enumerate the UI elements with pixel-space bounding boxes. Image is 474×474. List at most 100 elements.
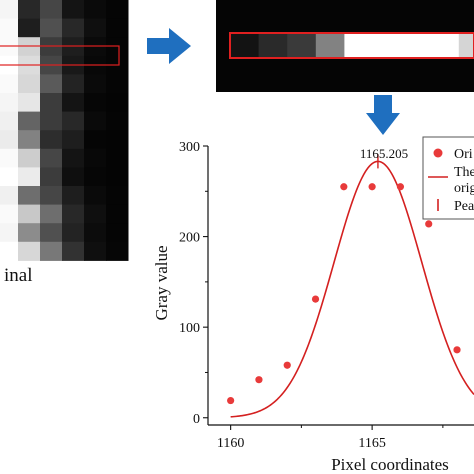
strip-pixel	[230, 33, 260, 58]
original-pixel	[84, 223, 107, 243]
fitted-curve	[230, 160, 474, 418]
data-point	[396, 183, 405, 191]
original-pixel	[84, 241, 107, 261]
original-pixel	[84, 148, 107, 168]
original-pixel	[62, 241, 85, 261]
original-pixel	[84, 204, 107, 224]
strip-pixel	[315, 33, 345, 58]
original-pixel	[106, 167, 129, 187]
legend: Ori The origi Pea	[422, 136, 474, 220]
original-pixel	[62, 0, 85, 20]
y-axis-label: Gray value	[152, 245, 171, 320]
original-pixel	[62, 148, 85, 168]
extracted-row-strip	[216, 0, 474, 92]
original-pixel	[0, 130, 19, 150]
original-pixel	[40, 223, 63, 243]
original-pixel	[40, 204, 63, 224]
original-pixel	[0, 18, 19, 38]
strip-highlight-box	[229, 32, 474, 59]
x-axis-label: Pixel coordinates	[331, 455, 449, 474]
original-pixel	[106, 223, 129, 243]
legend-label-curve-line2: origi	[454, 181, 474, 196]
data-point	[453, 346, 461, 354]
original-pixel	[40, 111, 63, 131]
original-pixel	[84, 18, 107, 38]
original-pixel	[0, 186, 19, 206]
x-tick-label: 1165	[358, 436, 385, 451]
original-pixel	[18, 167, 41, 187]
original-pixel	[18, 223, 41, 243]
strip-pixel	[287, 33, 317, 58]
original-pixel	[18, 204, 41, 224]
original-image	[0, 0, 129, 261]
original-pixel	[84, 74, 107, 94]
right-arrow-icon	[147, 28, 191, 64]
data-point	[311, 295, 320, 303]
original-pixel	[62, 111, 85, 131]
original-pixel	[18, 148, 41, 168]
original-pixel	[40, 186, 63, 206]
original-pixel	[18, 130, 41, 150]
strip-pixel	[401, 33, 431, 58]
strip-pixel	[344, 33, 374, 58]
legend-label-curve: The	[454, 165, 474, 180]
original-pixel	[106, 111, 129, 131]
legend-label-points: Ori	[454, 147, 473, 162]
original-pixel	[0, 111, 19, 131]
original-pixel	[0, 241, 19, 261]
original-pixel	[18, 74, 41, 94]
down-arrow-icon	[366, 95, 400, 135]
original-pixel	[0, 204, 19, 224]
original-pixel	[84, 130, 107, 150]
original-pixel	[62, 167, 85, 187]
original-pixel	[62, 37, 85, 57]
x-tick-label: 1160	[217, 436, 244, 451]
y-tick-label: 300	[179, 140, 200, 155]
legend-label-peak: Pea	[454, 199, 474, 214]
original-pixel	[62, 18, 85, 38]
strip-pixel	[458, 33, 474, 58]
original-pixel	[84, 186, 107, 206]
original-pixel	[62, 186, 85, 206]
original-pixel	[18, 111, 41, 131]
original-pixel	[62, 204, 85, 224]
y-tick-label: 100	[179, 321, 200, 336]
original-pixel	[106, 148, 129, 168]
original-pixel	[106, 18, 129, 38]
original-pixel	[106, 241, 129, 261]
strip-pixel	[430, 33, 460, 58]
original-pixel	[40, 37, 63, 57]
original-pixel	[0, 148, 19, 168]
original-pixel	[106, 186, 129, 206]
original-pixel	[84, 167, 107, 187]
data-point	[283, 361, 291, 369]
original-pixel	[84, 0, 107, 20]
strip-pixel	[373, 33, 403, 58]
original-pixel	[84, 37, 107, 57]
original-pixel	[18, 93, 41, 113]
data-point	[255, 376, 263, 384]
original-pixel	[62, 93, 85, 113]
original-pixel	[0, 223, 19, 243]
original-pixel	[18, 241, 41, 261]
original-pixel	[40, 167, 63, 187]
original-pixel	[0, 37, 19, 57]
original-pixel	[18, 186, 41, 206]
original-pixel	[40, 130, 63, 150]
original-image-caption: inal	[4, 265, 33, 286]
original-pixel	[106, 0, 129, 20]
original-pixel	[84, 93, 107, 113]
original-pixel	[40, 241, 63, 261]
original-pixel	[106, 93, 129, 113]
original-pixel	[18, 0, 41, 20]
original-pixel	[40, 74, 63, 94]
original-pixel	[0, 74, 19, 94]
y-tick-label: 0	[193, 412, 200, 427]
original-pixel	[106, 204, 129, 224]
original-pixel	[62, 223, 85, 243]
original-pixel	[0, 0, 19, 20]
strip-pixel	[258, 33, 288, 58]
original-pixel	[18, 37, 41, 57]
original-pixel	[106, 130, 129, 150]
original-pixel	[62, 74, 85, 94]
